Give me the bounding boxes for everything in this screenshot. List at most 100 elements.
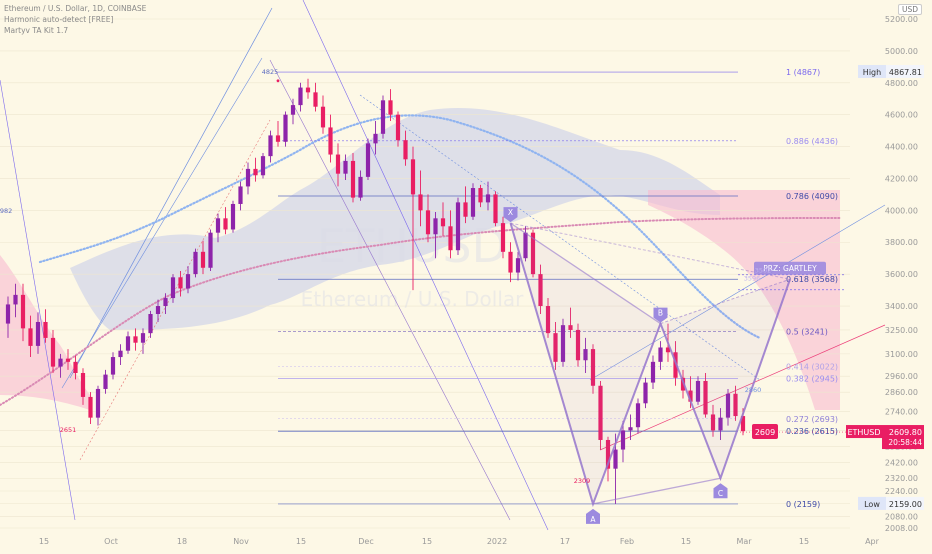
price-axis-tick: 2008.00 [885,524,918,533]
candle-body [718,417,723,431]
candle-body [703,380,708,415]
candle-body [688,390,693,402]
candle-body [238,186,243,204]
candle-body [710,414,716,431]
candle-body [553,333,558,362]
fib-level-label: 1 (4867) [786,68,820,77]
candle-body [463,202,468,217]
candle-body [575,329,581,361]
time-axis-tick: 15 [422,537,432,546]
price-axis-tick: 4400.00 [885,143,918,152]
price-axis-tick: 2740.00 [885,407,918,416]
candle-body [590,349,596,386]
candle-body [125,336,131,351]
time-axis-tick: 17 [560,537,570,546]
pattern-point-marker [713,483,728,499]
candle-body [163,298,168,307]
candle-body [5,304,11,324]
candle-body [620,430,626,450]
pattern-diagonal-ac [592,477,721,505]
candle-body [178,277,183,289]
candle-body [298,87,303,106]
candle-body [695,380,701,402]
price-annotation: 3596 [744,275,761,283]
downtrend-line-1 [302,0,549,531]
currency-button[interactable]: USD [897,4,922,15]
candle-body [35,321,41,346]
indicator-label-ta-kit[interactable]: Martyv TA Kit 1.7 [4,26,69,35]
candle-body [13,294,18,305]
cloud-bearish-right [648,190,840,410]
last-price-value: 2609.80 [889,428,922,437]
candle-body [28,328,33,346]
price-axis: 5200.00 5000.00 4800.00 4600.00 4400.00 4200.… [740,15,924,533]
chart-title: Ethereum / U.S. Dollar, 1D, COINBASE [4,4,147,13]
pattern-diagonal-bd [660,278,791,325]
candle-body [740,416,746,432]
price-axis-tick: 2080.00 [885,513,918,522]
fib-level-label: 0.236 (2615) [786,427,838,436]
watermark-symbol: ETHUSD [317,219,507,273]
time-axis-tick: 15 [681,537,691,546]
pattern-point-marker [653,307,668,323]
time-axis-tick: Nov [233,537,249,546]
pattern-point-label: B [658,309,663,318]
fib-level-label: 0.886 (4436) [786,137,838,146]
candle-body [613,449,618,469]
candle-body [215,218,221,233]
pattern-point-marker [503,207,518,223]
high-pivot-dot [276,79,280,83]
fib-level-label: 0 (2159) [786,500,820,509]
high-value: 4867.81 [889,68,922,77]
time-axis-tick: 18 [177,537,187,546]
candle-body [410,159,416,195]
prz-label-box [754,261,826,275]
candle-body [140,333,146,343]
candle-body [185,274,191,289]
candle-body [20,294,26,329]
candle-body [665,347,671,353]
candle-body [260,156,266,176]
price-annotation: 2651 [60,426,77,434]
candle-body [598,385,603,440]
candle-body [230,203,236,230]
candle-body [320,106,326,128]
candle-body [635,403,641,428]
fib-level-label: 0.272 (2693) [786,415,838,424]
time-axis-tick: Apr [865,537,880,546]
candle-body [200,251,206,268]
watermark-name: Ethereum / U.S. Dollar [301,287,525,311]
candle-body [350,160,356,198]
price-annotation: 2309 [574,477,591,485]
candle-body [343,160,348,174]
moving-averages [0,114,841,406]
indicator-label-harmonic[interactable]: Harmonic auto-detect [FREE] [4,15,114,24]
candle-body [275,135,281,142]
last-price-marker-box [752,424,778,440]
candle-body [268,135,273,157]
candle-body [110,357,116,375]
fib-level-label: 0.5 (3241) [786,327,828,336]
candle-body [470,188,476,217]
time-axis-tick: 15 [799,537,809,546]
candle-body [440,218,446,227]
fib-level-label: 0.382 (2945) [786,375,838,384]
candle-body [500,223,506,252]
candle-body [425,210,431,235]
candle-body [328,127,333,155]
candle-body [725,393,731,418]
candle-body [478,188,483,203]
candle-body [313,92,318,107]
price-axis-tick: 2420.00 [885,458,918,467]
fib-level-label: 0.414 (3022) [786,362,838,371]
trend-line-dotted [359,94,761,381]
candle-body [50,337,56,367]
pattern-point-label: C [718,489,723,498]
candle-body [568,325,573,330]
price-annotation: 3502 [755,267,772,275]
symbol-tag: ETHUSD [847,428,880,437]
moving-average-200 [0,217,841,406]
candle-body [103,374,108,389]
